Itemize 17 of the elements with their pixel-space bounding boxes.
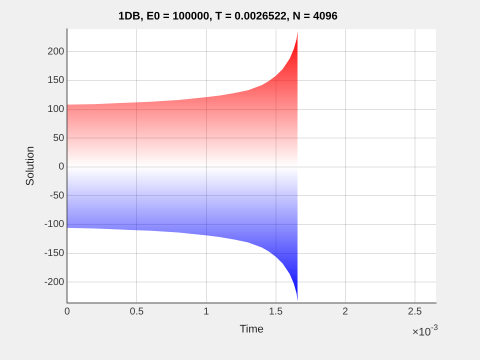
y-tick-label: -50 xyxy=(50,190,65,202)
x-tick-label: 1 xyxy=(203,306,210,318)
y-tick-label: 200 xyxy=(48,46,65,58)
x-tick-label: 1.5 xyxy=(268,306,284,318)
x-tick-label: 2.5 xyxy=(408,306,422,318)
y-tick-label: -150 xyxy=(44,248,65,260)
y-tick-label: 50 xyxy=(53,132,65,144)
y-tick-label: -100 xyxy=(44,219,65,230)
y-axis-title: Solution xyxy=(24,146,37,186)
y-tick-label: 150 xyxy=(48,75,65,86)
chart-title: 1DB, E0 = 100000, T = 0.0026522, N = 4096 xyxy=(118,10,338,23)
x-axis-title: Time xyxy=(240,323,264,336)
y-tick-label: 100 xyxy=(48,104,65,116)
y-tick-label: 0 xyxy=(58,162,65,173)
x-tick-label: 2 xyxy=(342,306,349,318)
x-tick-label: 0.5 xyxy=(130,306,144,318)
y-tick-label: -200 xyxy=(44,276,65,288)
